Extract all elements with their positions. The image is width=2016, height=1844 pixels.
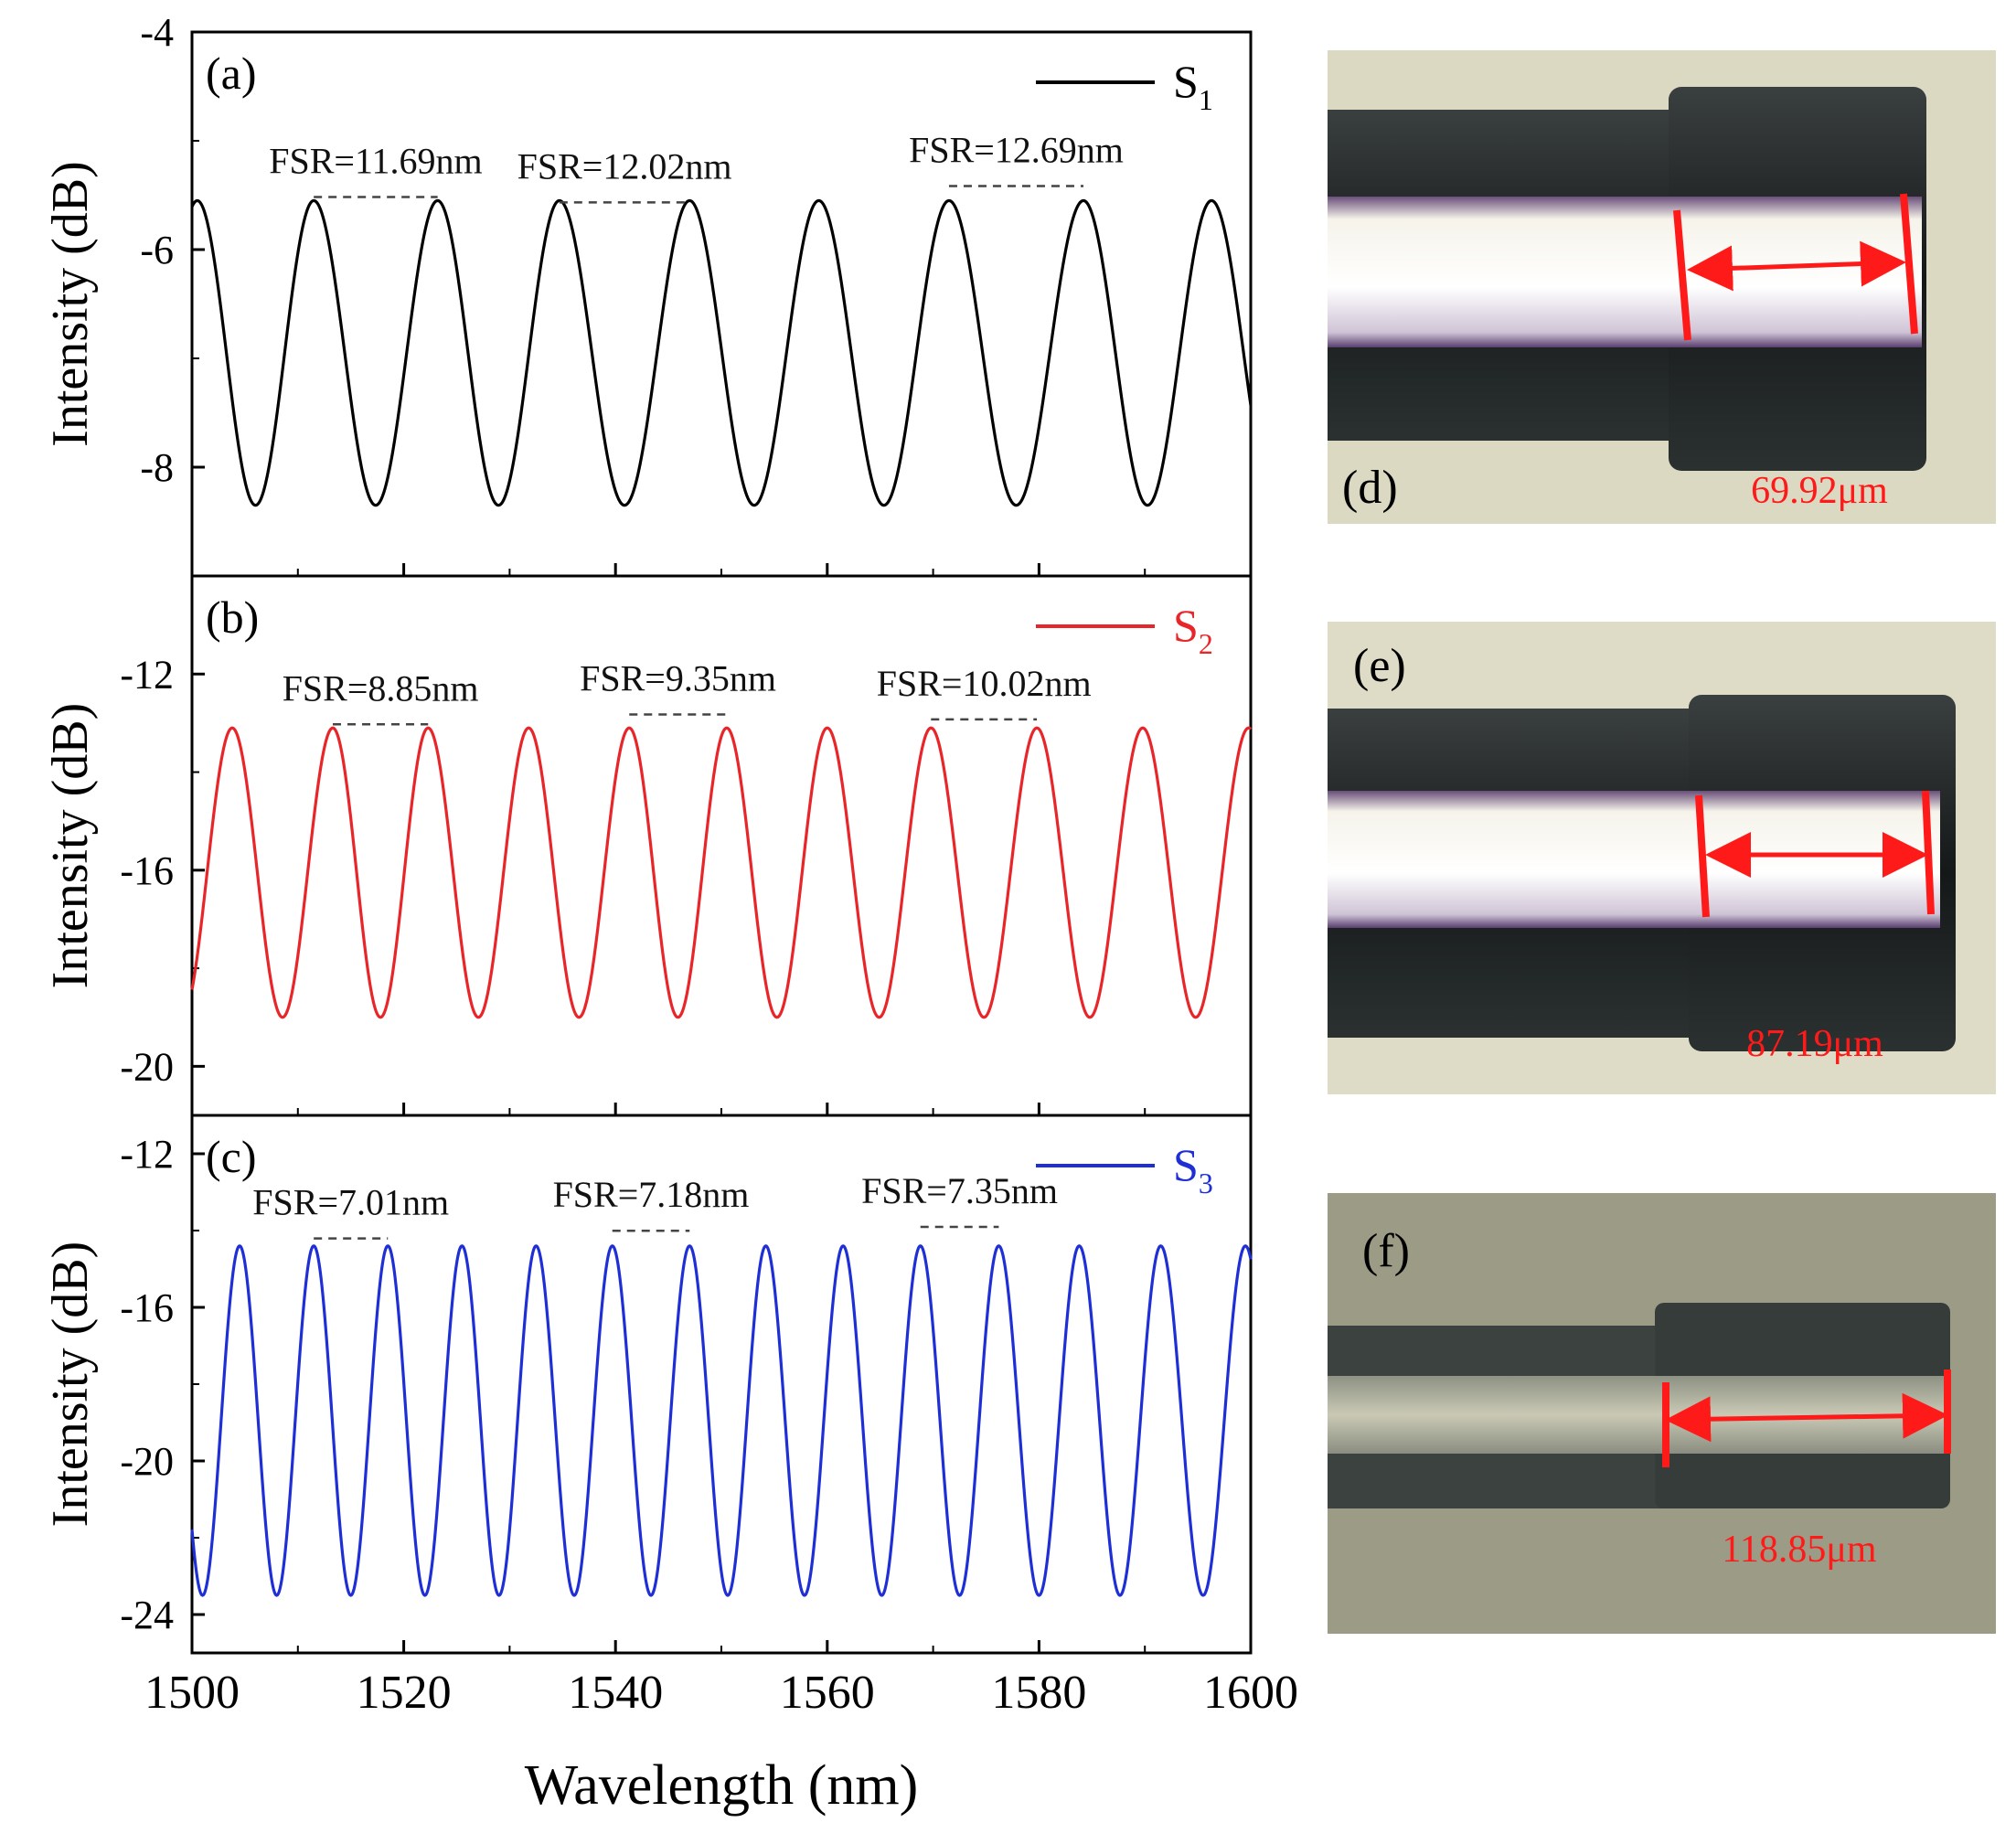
micrograph-d-measure-bar-right (1900, 193, 1918, 335)
micrograph-d: (d) 69.92μm (1328, 50, 1996, 524)
plot-frame-1 (190, 574, 1253, 1117)
chart-panel-0: -4 -6 -8 Intensity (dB) (a) S1 FSR=11.69nm FSR=… (42, 10, 1253, 578)
micrograph-f: (f) 118.85μm (1328, 1193, 1996, 1634)
fsr-annotation: FSR=12.69nm (909, 130, 1124, 171)
fsr-annotation: FSR=9.35nm (580, 658, 776, 699)
chart-panel-1: -12 -16 -20 Intensity (dB) (b) S2 FSR=8.85nm FS… (42, 574, 1253, 1117)
series-line-1 (190, 726, 1253, 1019)
y-tick-label: -12 (120, 1132, 174, 1177)
plot-frame-0 (190, 30, 1253, 578)
charts-group: -4 -6 -8 Intensity (dB) (a) S1 FSR=11.69nm FSR=… (42, 10, 1298, 1817)
micrograph-e-core (1328, 791, 1940, 928)
x-tick-label: 1560 (780, 1667, 875, 1719)
y-axis-label: Intensity (dB) (42, 703, 99, 989)
series-line-0 (190, 198, 1253, 507)
fsr-annotation: FSR=7.01nm (252, 1182, 449, 1223)
x-tick-label: 1540 (568, 1667, 663, 1719)
micrograph-e-measure-bar-right (1922, 790, 1935, 915)
micrograph-e-measure-bar-left (1695, 794, 1710, 918)
x-tick-label: 1600 (1203, 1667, 1298, 1719)
x-tick-label: 1500 (144, 1667, 240, 1719)
y-tick-label: -16 (120, 1285, 174, 1330)
y-tick-label: -6 (140, 228, 174, 272)
chart-panel-2: -12 -16 -20 -24 1500 1520 1540 1560 1580 1600 Wave… (42, 1114, 1298, 1817)
y-axis-label: Intensity (dB) (42, 161, 99, 447)
micrograph-d-measure-bar-left (1673, 209, 1691, 341)
y-axis-label: Intensity (dB) (42, 1242, 99, 1528)
micrograph-d-measure-text: 69.92μm (1751, 470, 1888, 512)
fsr-annotation: FSR=7.35nm (861, 1170, 1058, 1211)
micrograph-e: (e) 87.19μm (1328, 622, 1996, 1094)
micrograph-f-measure-arrow (1665, 1392, 1948, 1443)
micrograph-d-measure-arrow (1687, 240, 1906, 292)
x-axis-label: Wavelength (nm) (525, 1754, 919, 1817)
x-tick-label: 1520 (357, 1667, 452, 1719)
legend-label: S3 (1173, 1139, 1213, 1199)
fsr-annotation: FSR=11.69nm (269, 140, 482, 181)
series-line-2 (190, 1244, 1253, 1597)
legend-label-subscript: 3 (1199, 1167, 1213, 1199)
micrograph-d-core (1328, 197, 1922, 347)
y-tick-label: -12 (120, 652, 174, 697)
legend-label-subscript: 2 (1199, 627, 1213, 660)
fsr-annotation: FSR=8.85nm (283, 667, 479, 709)
y-tick-label: -24 (120, 1593, 174, 1637)
panel-label: (c) (206, 1131, 257, 1182)
legend-label-subscript: 1 (1199, 83, 1213, 116)
y-tick-label: -20 (120, 1439, 174, 1484)
y-tick-label: -20 (120, 1044, 174, 1089)
y-tick-label: -16 (120, 848, 174, 893)
legend-label: S1 (1173, 56, 1213, 116)
micrograph-e-label: (e) (1353, 640, 1406, 692)
micrograph-f-label: (f) (1362, 1225, 1410, 1277)
x-tick-label: 1580 (991, 1667, 1086, 1719)
fsr-annotation: FSR=12.02nm (517, 145, 732, 187)
y-tick-label: -8 (140, 445, 174, 490)
panel-label: (b) (206, 592, 259, 643)
legend-label: S2 (1173, 600, 1213, 660)
panel-label: (a) (206, 48, 257, 99)
micrograph-d-label: (d) (1342, 462, 1398, 514)
micrograph-e-measure-text: 87.19μm (1746, 1023, 1883, 1065)
fsr-annotation: FSR=10.02nm (877, 663, 1092, 704)
fsr-annotation: FSR=7.18nm (553, 1174, 750, 1215)
y-tick-label: -4 (140, 10, 174, 55)
micrograph-f-measure-text: 118.85μm (1722, 1529, 1876, 1571)
